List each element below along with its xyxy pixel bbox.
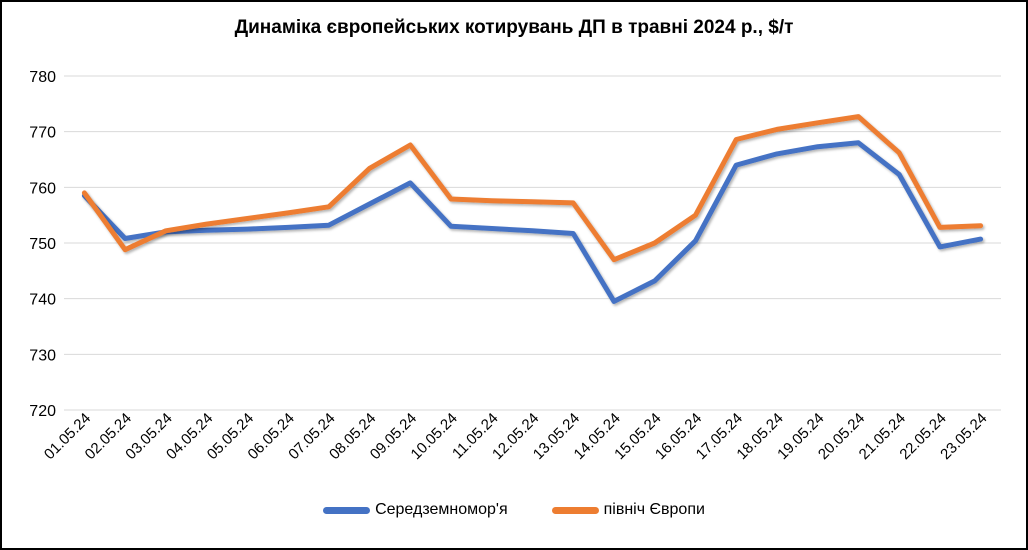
- legend-swatch-mediterranean-line: [323, 506, 371, 514]
- y-tick-label-730: 730: [29, 347, 56, 364]
- legend-label-north-europe: північ Європи: [603, 501, 705, 518]
- legend-item-north-europe: північ Європи: [551, 501, 705, 519]
- y-tick-label-770: 770: [29, 125, 56, 142]
- y-tick-label-740: 740: [29, 292, 56, 309]
- series-line-mediterranean: [81, 140, 984, 304]
- y-tick-label-780: 780: [29, 69, 56, 86]
- legend-label-mediterranean: Середземномор'я: [375, 501, 508, 518]
- series-line-north-europe: [81, 114, 984, 263]
- chart-title: Динаміка європейських котирувань ДП в тр…: [234, 17, 794, 38]
- y-tick-label-760: 760: [29, 180, 56, 197]
- legend-swatch-north-europe-line: [551, 506, 599, 514]
- y-tick-label-750: 750: [29, 236, 56, 253]
- legend-item-mediterranean: Середземномор'я: [323, 501, 508, 519]
- y-tick-label-720: 720: [29, 403, 56, 420]
- legend: Середземномор'я північ Європи: [2, 501, 1026, 519]
